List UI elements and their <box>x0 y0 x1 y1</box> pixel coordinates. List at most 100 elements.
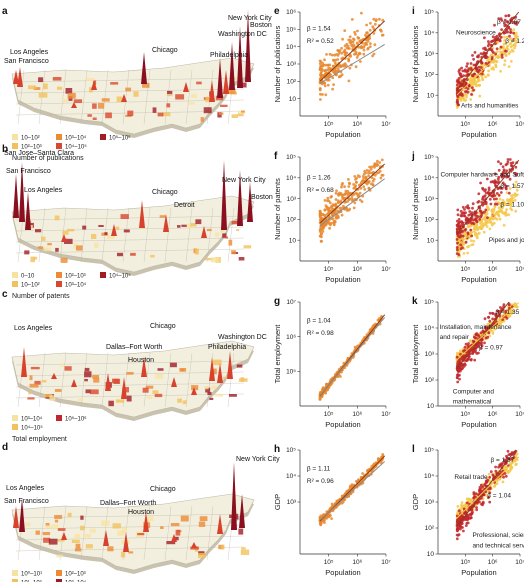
state-border <box>101 69 109 125</box>
data-point <box>474 350 477 354</box>
data-point <box>476 344 479 347</box>
data-point <box>319 64 322 68</box>
data-point <box>480 483 483 487</box>
data-point <box>479 181 482 185</box>
data-point <box>336 65 340 68</box>
data-point <box>320 74 323 77</box>
city-label: Dallas–Fort Worth <box>106 344 162 351</box>
data-point <box>479 222 482 225</box>
data-point <box>378 17 381 21</box>
y-tick-label: 10⁵ <box>424 154 434 161</box>
data-point <box>482 47 485 50</box>
data-point <box>328 67 332 71</box>
data-point <box>340 494 344 498</box>
data-point <box>346 44 350 48</box>
x-axis-label: Population <box>461 275 496 284</box>
data-point <box>508 177 512 181</box>
county-region <box>116 96 122 103</box>
state-border <box>59 505 67 561</box>
data-point <box>507 191 511 195</box>
data-point <box>462 349 465 353</box>
county-region <box>74 548 82 552</box>
state-border <box>15 248 245 254</box>
y-axis-label: Number of patents <box>411 178 420 240</box>
county-region <box>85 389 91 394</box>
data-point <box>332 222 336 226</box>
legend-title: Number of publications <box>12 155 84 162</box>
county-region <box>57 86 63 90</box>
data-point <box>338 75 342 78</box>
data-point <box>476 55 480 59</box>
data-point <box>348 66 352 70</box>
data-point <box>336 201 340 205</box>
county-region <box>85 544 93 549</box>
county-region <box>240 377 245 382</box>
data-point <box>324 391 327 395</box>
county-region <box>199 516 208 521</box>
state-border <box>206 505 214 561</box>
y-tick-label: 10² <box>287 217 297 224</box>
data-point <box>456 213 460 217</box>
data-point <box>358 191 362 195</box>
data-point <box>381 33 385 37</box>
data-point <box>494 52 498 56</box>
data-point <box>497 180 500 184</box>
county-region <box>180 515 189 522</box>
county-region <box>93 242 99 248</box>
data-point <box>506 47 510 51</box>
county-region <box>117 252 123 257</box>
data-point <box>455 83 459 87</box>
data-point <box>515 188 519 192</box>
data-point <box>357 36 360 40</box>
data-point <box>474 231 477 235</box>
data-point <box>348 198 351 201</box>
x-axis-label: Population <box>325 130 360 139</box>
county-region <box>206 228 212 232</box>
city-spike <box>123 532 129 552</box>
state-border <box>80 505 88 561</box>
data-point <box>479 52 483 55</box>
state-border <box>59 207 67 263</box>
legend-label: 10⁵–10⁶ <box>65 416 87 423</box>
county-region <box>80 525 85 531</box>
data-point <box>332 83 335 86</box>
data-point <box>499 306 502 309</box>
data-point <box>476 232 480 236</box>
data-point <box>457 221 461 225</box>
data-point <box>495 324 499 328</box>
data-point <box>474 495 477 499</box>
county-region <box>243 245 252 249</box>
county-region <box>237 113 244 117</box>
county-region <box>107 546 114 552</box>
data-point <box>328 226 331 230</box>
data-point <box>502 52 506 55</box>
us-map <box>11 57 255 135</box>
y-tick-label: 10³ <box>287 61 297 68</box>
county-region <box>29 225 33 230</box>
data-point <box>367 174 371 178</box>
legend-swatch <box>56 415 62 421</box>
data-point <box>486 335 490 339</box>
data-point <box>496 177 500 181</box>
data-point <box>463 362 467 365</box>
county-region <box>42 83 48 90</box>
county-region <box>241 82 247 88</box>
data-point <box>504 14 508 18</box>
state-border <box>143 69 151 125</box>
data-point <box>321 230 325 233</box>
data-point <box>515 39 519 43</box>
data-point <box>498 323 502 326</box>
data-point <box>455 238 459 241</box>
county-region <box>117 530 124 536</box>
data-point <box>355 56 359 59</box>
data-point <box>492 221 496 225</box>
data-point <box>464 81 468 85</box>
data-point <box>481 211 484 215</box>
data-point <box>473 51 477 54</box>
county-region <box>220 104 228 107</box>
city-spike <box>209 357 215 381</box>
state-border <box>143 207 151 263</box>
data-point <box>497 194 501 197</box>
data-point <box>510 465 514 469</box>
county-region <box>60 257 68 263</box>
